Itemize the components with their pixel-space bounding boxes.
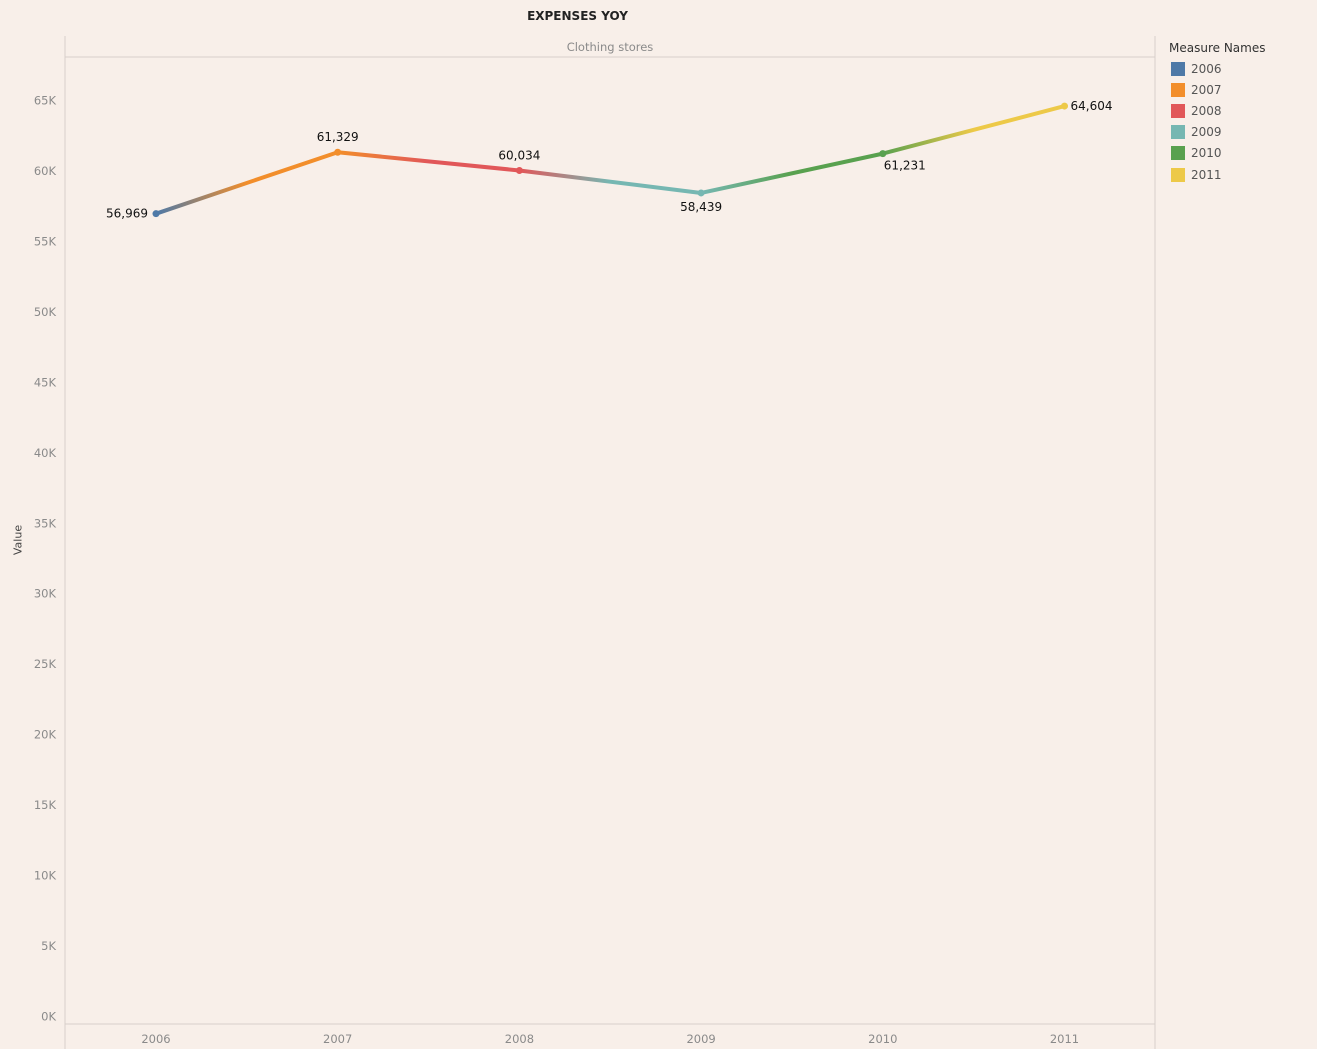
- x-tick-label: 2006: [141, 1032, 170, 1046]
- pane-header: Clothing stores: [567, 40, 654, 54]
- x-tick-label: 2008: [505, 1032, 534, 1046]
- x-tick-label: 2007: [323, 1032, 352, 1046]
- legend-label: 2006: [1191, 61, 1222, 76]
- y-tick-label: 0K: [41, 1010, 56, 1024]
- y-axis-ticks: 0K 5K 10K 15K 20K 25K 30K 35K 40K 45K 50K 55K 60K 65K: [34, 94, 57, 1024]
- data-point[interactable]: [152, 210, 160, 218]
- data-label: 60,034: [498, 148, 540, 162]
- legend-items: 2006 2007 2008 2009 2010 2011: [1169, 58, 1265, 185]
- legend-item[interactable]: 2010: [1169, 143, 1265, 164]
- legend-swatch: [1171, 103, 1185, 118]
- x-tick-label: 2011: [1050, 1032, 1079, 1046]
- line-segment: [335, 150, 522, 173]
- line-segment: [699, 151, 885, 195]
- legend-swatch: [1171, 167, 1185, 182]
- legend-item[interactable]: 2011: [1169, 164, 1265, 185]
- data-labels: 56,969 61,329 60,034 58,439 61,231 64,604: [106, 99, 1113, 221]
- y-tick-label: 60K: [34, 164, 57, 178]
- legend-swatch: [1171, 125, 1185, 140]
- y-tick-label: 50K: [34, 305, 57, 319]
- y-tick-label: 45K: [34, 375, 57, 389]
- y-tick-label: 10K: [34, 869, 57, 883]
- legend-title: Measure Names: [1169, 41, 1266, 55]
- legend-swatch: [1171, 61, 1185, 76]
- y-tick-label: 20K: [34, 728, 57, 742]
- legend-swatch: [1171, 82, 1185, 97]
- y-tick-label: 5K: [41, 939, 56, 953]
- legend-label: 2009: [1191, 125, 1222, 140]
- x-tick-label: 2010: [868, 1032, 897, 1046]
- line-segment: [154, 150, 340, 216]
- x-axis-ticks: 2006 2007 2008 2009 2010 2011: [141, 1032, 1079, 1046]
- data-points: [152, 102, 1068, 218]
- data-point[interactable]: [1061, 102, 1068, 110]
- line-segment: [880, 104, 1067, 156]
- data-point[interactable]: [697, 189, 705, 197]
- y-tick-label: 35K: [34, 516, 57, 530]
- y-tick-label: 65K: [34, 94, 57, 108]
- data-point[interactable]: [879, 150, 887, 158]
- y-tick-label: 55K: [34, 234, 57, 248]
- data-label: 64,604: [1071, 99, 1113, 113]
- legend-item[interactable]: 2008: [1169, 100, 1265, 121]
- legend-item[interactable]: 2007: [1169, 79, 1265, 100]
- legend-label: 2008: [1191, 103, 1222, 118]
- data-label: 61,231: [884, 159, 926, 173]
- data-point[interactable]: [334, 148, 342, 156]
- legend-item[interactable]: 2009: [1169, 122, 1265, 143]
- x-tick-label: 2009: [686, 1032, 715, 1046]
- data-label: 56,969: [106, 207, 148, 221]
- data-label: 61,329: [317, 130, 359, 144]
- legend-label: 2007: [1191, 82, 1222, 97]
- y-tick-label: 40K: [34, 446, 57, 460]
- line-segment: [517, 168, 704, 195]
- legend: Measure Names 2006 2007 2008 2009 2010 2011: [1169, 41, 1265, 185]
- y-tick-label: 25K: [34, 657, 57, 671]
- legend-label: 2010: [1191, 146, 1222, 161]
- data-point[interactable]: [515, 166, 523, 174]
- chart-title: EXPENSES YOY: [527, 9, 628, 23]
- chart-frame: [64, 36, 1156, 1049]
- legend-label: 2011: [1191, 167, 1222, 182]
- data-label: 58,439: [680, 200, 722, 214]
- legend-swatch: [1171, 146, 1185, 161]
- legend-item[interactable]: 2006: [1169, 58, 1265, 79]
- y-tick-label: 30K: [34, 587, 57, 601]
- series-line: [154, 104, 1067, 216]
- y-tick-label: 15K: [34, 798, 57, 812]
